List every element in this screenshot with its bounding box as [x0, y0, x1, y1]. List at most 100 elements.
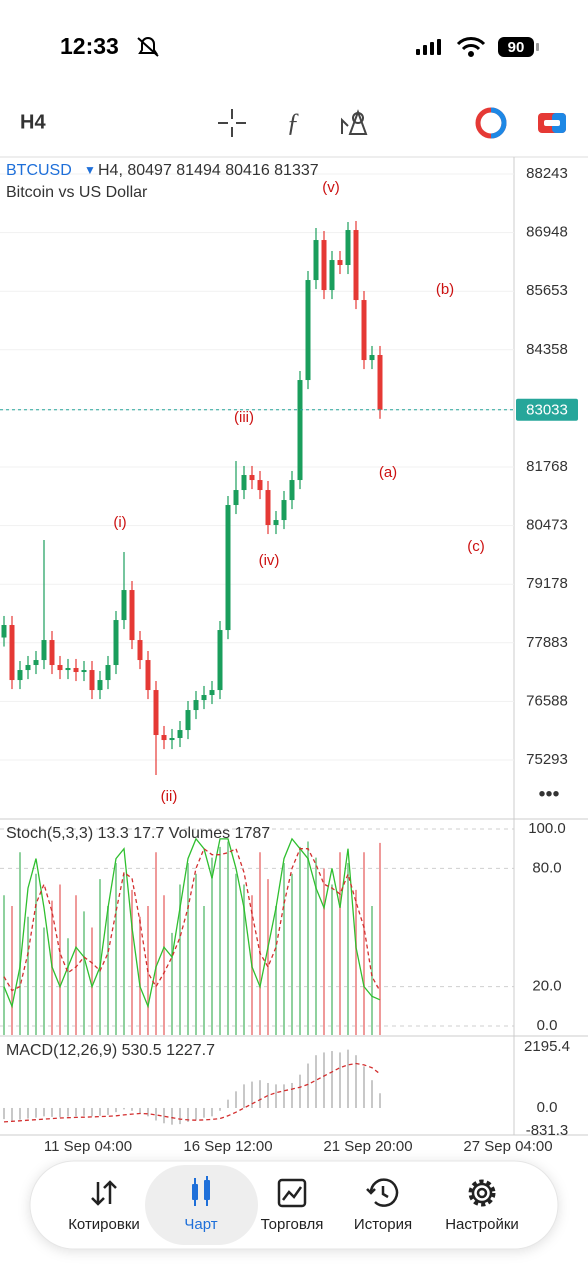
candle-body [129, 590, 135, 641]
volume-bar [155, 852, 157, 1035]
indicators-icon[interactable]: ƒ [287, 108, 300, 137]
tab-label[interactable]: Чарт [184, 1216, 217, 1233]
volume-bar [107, 906, 109, 1035]
volume-bar [339, 852, 341, 1035]
macd-bar [75, 1107, 77, 1117]
y-tick-label: 0.0 [537, 1099, 558, 1116]
wave-label: (iii) [234, 409, 254, 426]
candle-body [369, 355, 375, 361]
macd-bar [275, 1084, 277, 1108]
y-tick-label: 81768 [526, 458, 568, 475]
y-tick-label: 80.0 [532, 859, 561, 876]
macd-bar [155, 1107, 157, 1121]
macd-bar [339, 1052, 341, 1108]
candle-body [193, 700, 199, 711]
more-button[interactable]: ••• [538, 783, 559, 805]
macd-bar [83, 1107, 85, 1116]
tab-active-bg [145, 1165, 258, 1245]
macd-bar [251, 1081, 253, 1108]
symbol[interactable]: BTCUSD [6, 162, 72, 179]
candle-body [353, 230, 359, 301]
macd-bar [331, 1051, 333, 1108]
candle-body [337, 260, 343, 266]
candle-body [1, 625, 7, 638]
candle-body [49, 640, 55, 666]
y-tick-label: 76588 [526, 692, 568, 709]
current-price-tag [516, 398, 578, 421]
tab-label[interactable]: Торговля [261, 1216, 324, 1233]
signal-icon [416, 39, 441, 55]
y-tick-label: 88243 [526, 165, 568, 182]
tab-label[interactable]: Котировки [68, 1216, 140, 1233]
tab-label[interactable]: Настройки [445, 1216, 519, 1233]
volume-bar [131, 889, 133, 1035]
chart-icon[interactable] [192, 1176, 210, 1206]
macd-bar [363, 1066, 365, 1108]
y-tick-label: -831.3 [526, 1122, 569, 1139]
history-icon[interactable] [366, 1178, 399, 1207]
wave-label: (i) [113, 514, 126, 531]
candle-body [289, 480, 295, 501]
battery [498, 37, 534, 57]
candle-body [41, 640, 47, 661]
symbol-description: Bitcoin vs US Dollar [6, 184, 148, 201]
volume-bar [195, 873, 197, 1035]
wave-label: (iv) [259, 552, 280, 569]
candle-body [113, 620, 119, 666]
macd-bar [179, 1107, 181, 1125]
y-tick-label: 100.0 [528, 820, 566, 837]
volume-bar [3, 895, 5, 1035]
volume-bar [355, 889, 357, 1035]
indicator-title: MACD(12,26,9) 530.5 1227.7 [6, 1042, 215, 1059]
y-tick-label: 80473 [526, 517, 568, 534]
volume-bar [219, 846, 221, 1035]
symbol-caret[interactable]: ▼ [84, 163, 96, 177]
macd-bar [323, 1052, 325, 1108]
candle-body [73, 667, 79, 673]
volume-bar [35, 873, 37, 1035]
macd-bar [67, 1107, 69, 1117]
candle-body [17, 670, 23, 681]
candle-body [137, 640, 143, 661]
trade-icon[interactable] [538, 113, 566, 133]
volume-bar [91, 927, 93, 1035]
volume-bar [11, 906, 13, 1035]
y-tick-label: 86948 [526, 224, 568, 241]
volume-bar [283, 863, 285, 1035]
theme-icon[interactable] [475, 107, 507, 139]
macd-bar [315, 1055, 317, 1108]
macd-bar [291, 1082, 293, 1108]
tab-label[interactable]: История [354, 1216, 412, 1233]
objects-icon[interactable] [341, 109, 368, 135]
volume-bar [139, 916, 141, 1035]
indicator-title: Stoch(5,3,3) 13.3 17.7 Volumes 1787 [6, 825, 270, 842]
volume-bar [75, 895, 77, 1035]
candle-body [257, 480, 263, 491]
volume-bar [363, 852, 365, 1035]
volume-bar [211, 857, 213, 1035]
symbol-info: H4, 80497 81494 80416 81337 [98, 162, 319, 179]
volume-bar [19, 852, 21, 1035]
macd-bar [379, 1093, 381, 1108]
macd-bar [299, 1074, 301, 1108]
macd-bar [27, 1107, 29, 1119]
macd-bar [307, 1063, 309, 1108]
crosshair-icon[interactable] [218, 109, 246, 137]
macd-bar [235, 1091, 237, 1108]
trade-tab-icon[interactable] [277, 1178, 307, 1208]
wave-label: (v) [322, 179, 340, 196]
timeframe[interactable]: H4 [20, 111, 46, 133]
y-tick-label: 79178 [526, 575, 568, 592]
settings-icon[interactable] [468, 1179, 496, 1207]
volume-bar [379, 842, 381, 1035]
candle-body [273, 520, 279, 526]
candle-body [65, 667, 71, 671]
quotes-icon[interactable] [91, 1180, 117, 1206]
volume-bar [299, 846, 301, 1035]
volume-bar [123, 873, 125, 1035]
macd-bar [147, 1107, 149, 1117]
candle-body [313, 240, 319, 281]
macd-bar [243, 1084, 245, 1108]
macd-bar [99, 1107, 101, 1116]
